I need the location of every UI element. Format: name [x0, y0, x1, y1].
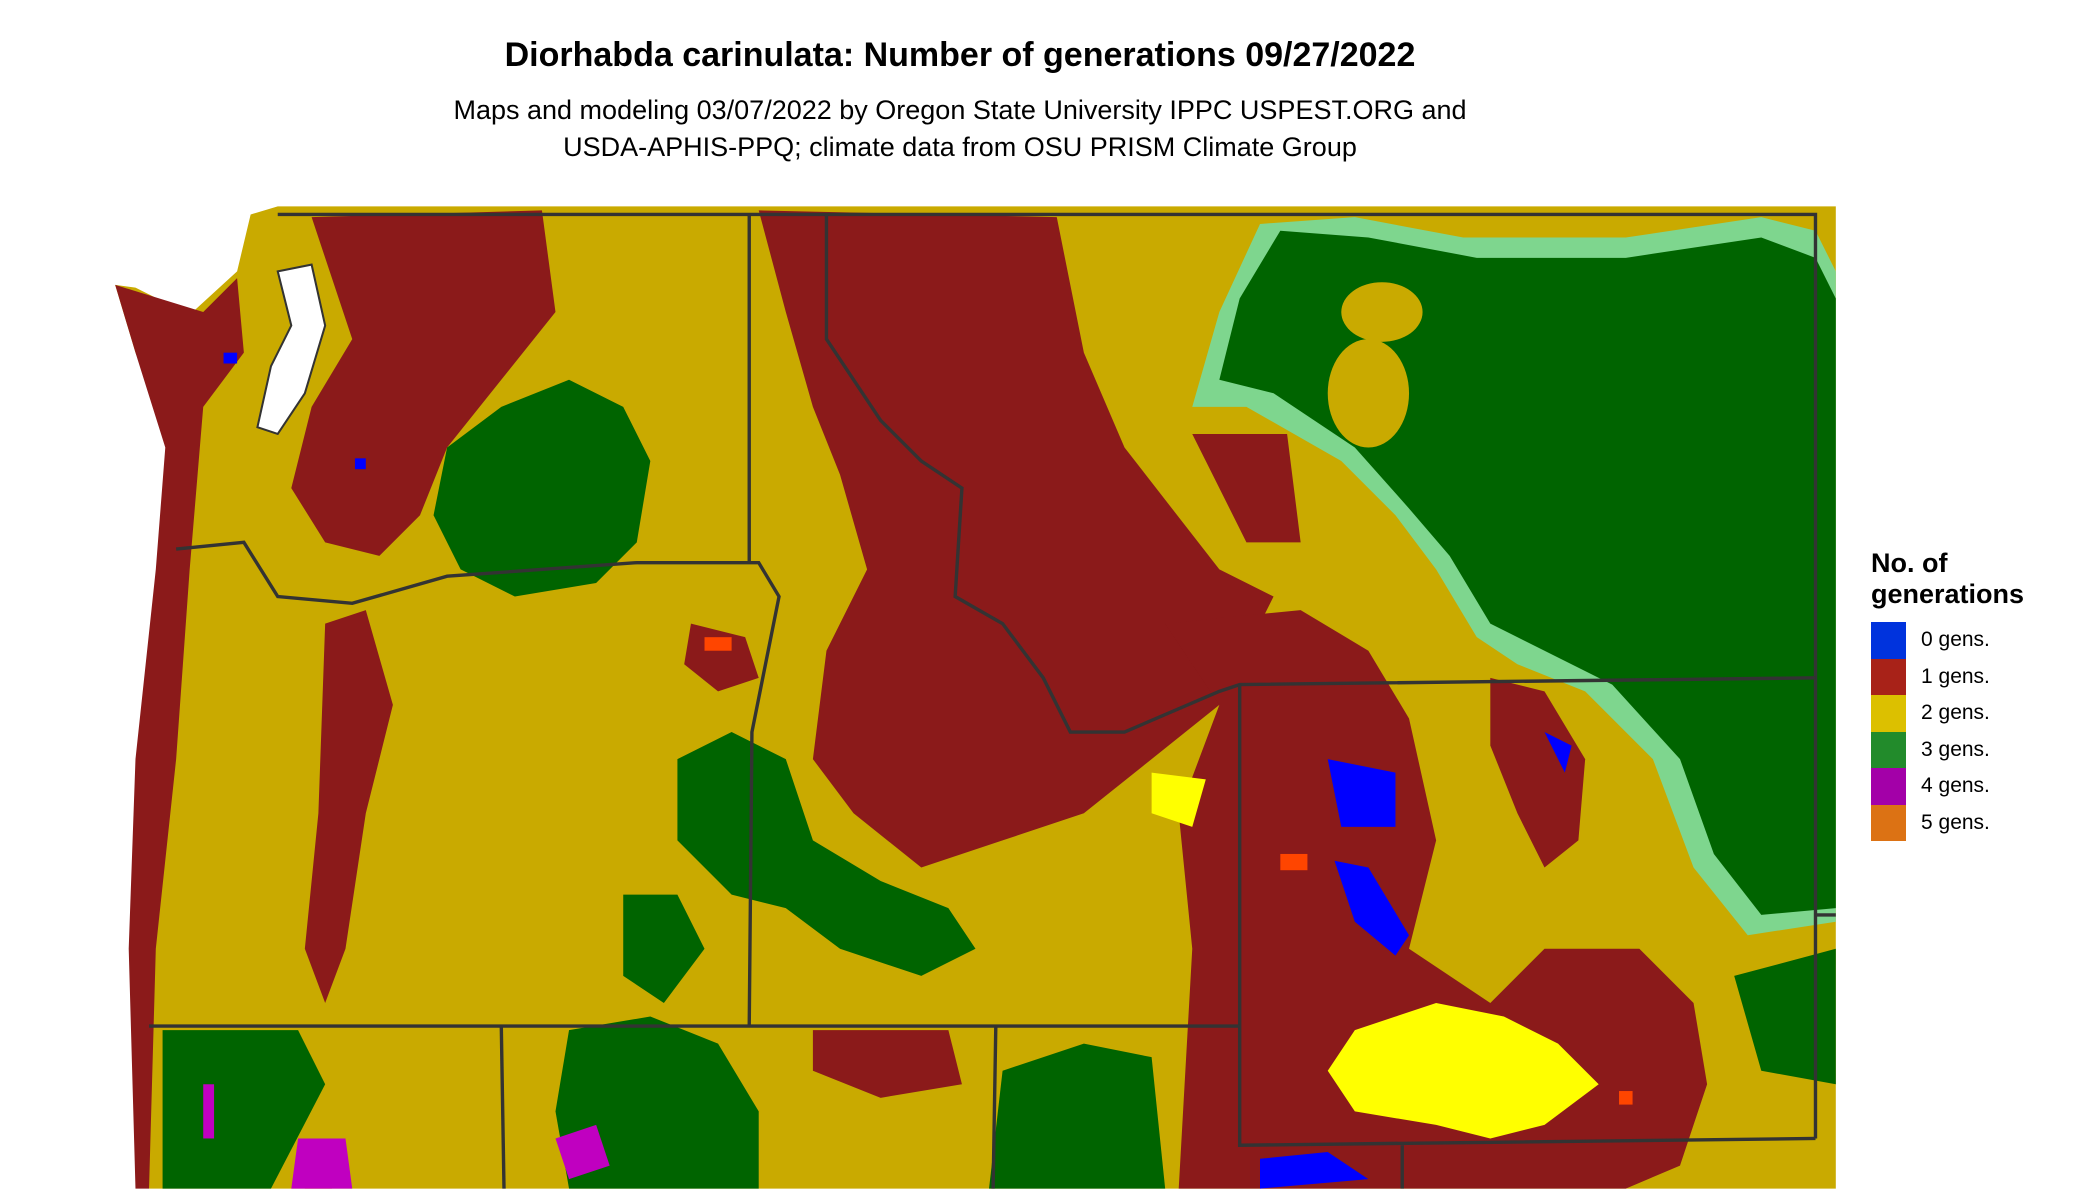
- map-title: Diorhabda carinulata: Number of generati…: [504, 36, 1416, 74]
- legend-title: No. of generations: [1871, 548, 2025, 609]
- legend-swatch: [1871, 768, 1906, 805]
- legend-label: 5 gens.: [1921, 810, 1990, 834]
- legend-swatch: [1871, 695, 1906, 732]
- state-borders: [149, 212, 1836, 1189]
- legend-item: 3 gens.: [1871, 731, 2091, 768]
- region-0-gens: [223, 352, 1572, 1189]
- region-2-gens-high: [1151, 772, 1599, 1139]
- subtitle-line-1: Maps and modeling 03/07/2022 by Oregon S…: [453, 95, 1467, 125]
- legend-item: 4 gens.: [1871, 768, 2091, 805]
- legend-item: 1 gens.: [1871, 658, 2091, 695]
- puget-sound: [256, 263, 327, 436]
- legend-label: 0 gens.: [1921, 628, 1990, 652]
- legend: No. of generations 0 gens. 1 gens. 2 gens.…: [1871, 548, 2091, 841]
- region-4-gens: [203, 1084, 610, 1189]
- legend-item: 2 gens.: [1871, 695, 2091, 732]
- legend-label: 2 gens.: [1921, 701, 1990, 725]
- region-3-gens-montana: [1192, 217, 1836, 936]
- legend-swatch: [1871, 622, 1906, 659]
- legend-swatch: [1871, 804, 1906, 841]
- legend-swatch: [1871, 658, 1906, 695]
- legend-label: 3 gens.: [1921, 737, 1990, 761]
- legend-item: 5 gens.: [1871, 804, 2091, 841]
- subtitle-line-2: USDA-APHIS-PPQ; climate data from OSU PR…: [563, 132, 1357, 162]
- legend-label: 1 gens.: [1921, 664, 1990, 688]
- region-1-gen: [115, 210, 1708, 1189]
- legend-swatch: [1871, 731, 1906, 768]
- legend-item: 0 gens.: [1871, 622, 2091, 659]
- legend-label: 4 gens.: [1921, 774, 1990, 798]
